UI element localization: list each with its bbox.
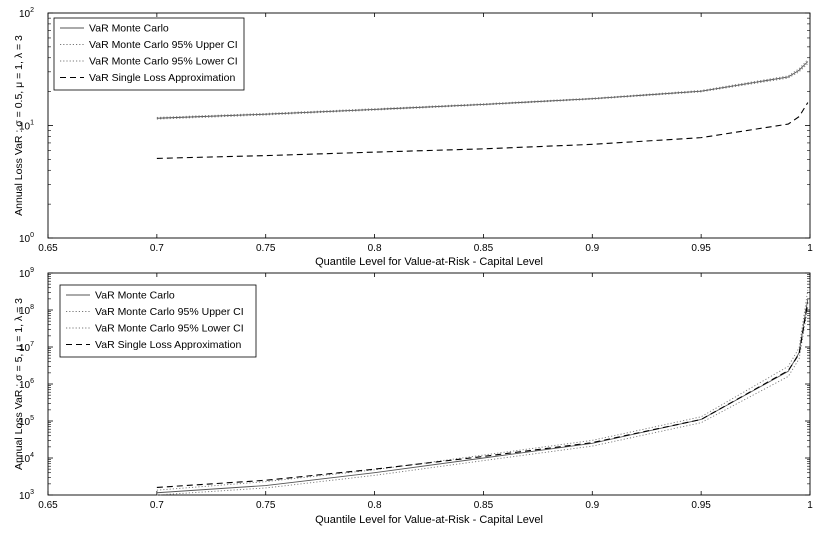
chart-panel-2: 0.65 0.7 0.75 0.8 0.85 0.9 0.95 1 103 104 105 106 10…	[13, 267, 813, 526]
y-tick-label: 107	[19, 341, 34, 354]
x-tick-label: 0.85	[474, 243, 494, 254]
x-tick-label: 0.75	[256, 243, 276, 254]
x-tick-label: 1	[807, 243, 813, 254]
x-tick-label: 0.95	[691, 500, 711, 511]
legend-label-1: VaR Monte Carlo	[95, 290, 175, 302]
series-line-3	[156, 63, 809, 120]
x-tick-label: 0.85	[474, 500, 494, 511]
legend: VaR Monte Carlo VaR Monte Carlo 95% Upper…	[53, 17, 245, 91]
legend-box	[59, 284, 257, 358]
y-axis-label: Annual Loss VaR : σ = 0.5, μ = 1, λ = 3	[13, 35, 25, 216]
legend-label-3: VaR Monte Carlo 95% Lower CI	[89, 56, 238, 68]
x-tick-label: 0.9	[585, 500, 599, 511]
y-tick-label: 106	[19, 378, 34, 391]
legend-box	[53, 17, 245, 91]
y-tick-label: 100	[19, 232, 34, 245]
legend-label-2: VaR Monte Carlo 95% Upper CI	[95, 306, 244, 318]
x-tick-label: 1	[807, 500, 813, 511]
y-tick-label: 109	[19, 267, 34, 280]
y-tick-label: 104	[19, 452, 34, 465]
x-tick-label: 0.8	[368, 500, 382, 511]
legend-label-2: VaR Monte Carlo 95% Upper CI	[89, 39, 238, 51]
x-tick-label: 0.75	[256, 500, 276, 511]
x-tick-label: 0.65	[38, 500, 58, 511]
x-tick-label: 0.95	[691, 243, 711, 254]
series-line-2	[156, 59, 809, 118]
x-axis-label: Quantile Level for Value-at-Risk - Capit…	[315, 514, 543, 526]
x-axis-label: Quantile Level for Value-at-Risk - Capit…	[315, 256, 543, 268]
y-axis-label: Annual Loss VaR : σ = 5, μ = 1, λ = 3	[13, 298, 25, 470]
y-tick-label: 108	[19, 304, 34, 317]
series-line-4	[156, 102, 809, 159]
legend-label-3: VaR Monte Carlo 95% Lower CI	[95, 323, 244, 335]
series-line-1	[156, 61, 809, 119]
legend-label-1: VaR Monte Carlo	[89, 23, 169, 35]
legend-label-4: VaR Single Loss Approximation	[89, 72, 235, 84]
x-tick-label: 0.9	[585, 243, 599, 254]
y-tick-label: 103	[19, 489, 34, 502]
legend: VaR Monte Carlo VaR Monte Carlo 95% Upper…	[59, 284, 257, 358]
x-tick-label: 0.8	[368, 243, 382, 254]
chart-panel-1: 0.65 0.7 0.75 0.8 0.85 0.9 0.95 1 100 101 102 Quant…	[13, 7, 813, 268]
y-tick-label: 101	[19, 120, 34, 133]
x-tick-label: 0.65	[38, 243, 58, 254]
y-tick-label: 105	[19, 415, 34, 428]
x-tick-label: 0.7	[150, 243, 164, 254]
series-line-4	[156, 302, 809, 488]
y-tick-label: 102	[19, 7, 34, 20]
x-tick-label: 0.7	[150, 500, 164, 511]
legend-label-4: VaR Single Loss Approximation	[95, 339, 241, 351]
